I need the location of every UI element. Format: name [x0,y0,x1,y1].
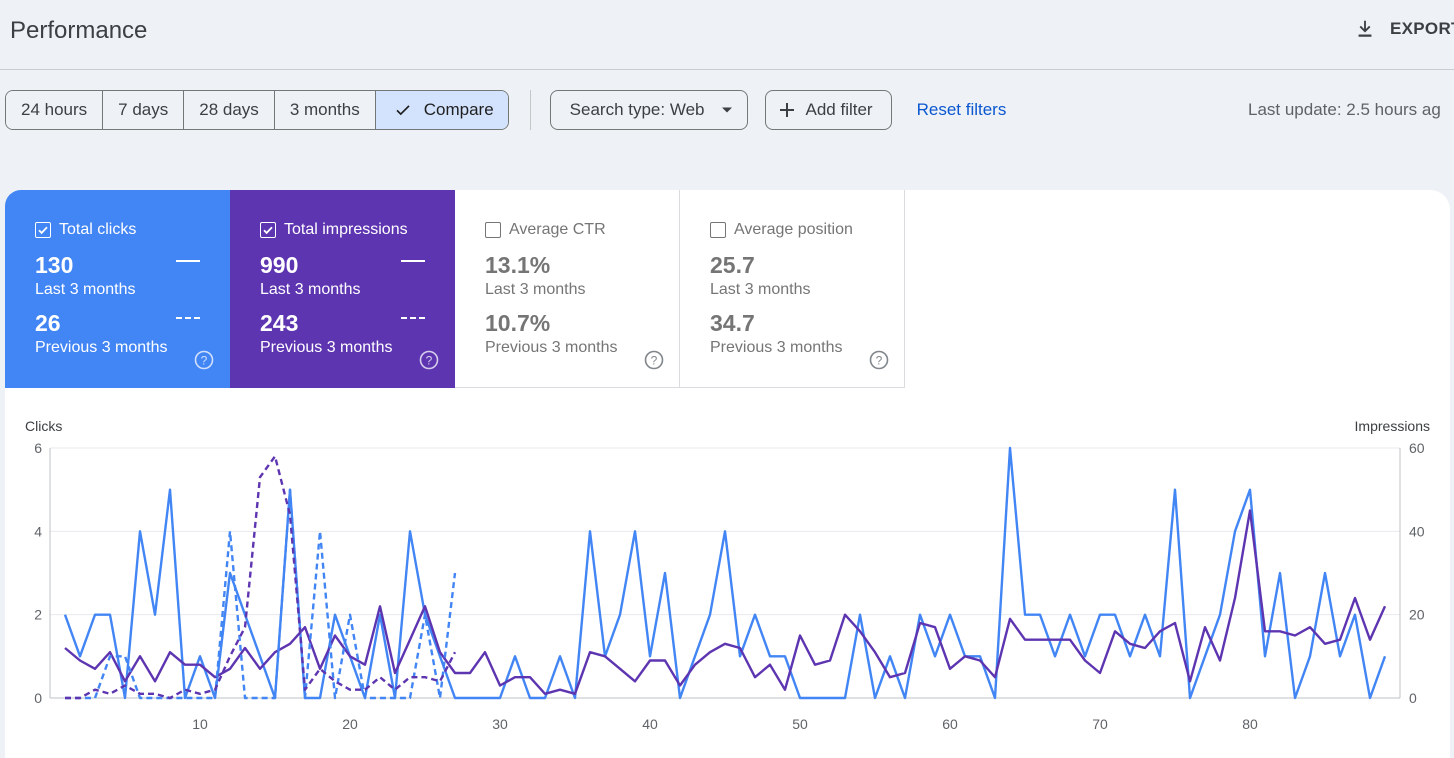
solid-line-legend [401,260,425,262]
x-tick-label: 50 [792,716,808,732]
compare-label: Compare [423,100,494,119]
metric-current-period: Last 3 months [710,281,811,298]
x-tick-label: 10 [192,716,208,732]
plus-icon [778,101,796,119]
y-left-tick-label: 4 [34,523,42,539]
metric-tabs: Total clicks 130 Last 3 months 26 Previo… [5,190,905,388]
y-right-tick-label: 20 [1409,607,1425,623]
x-tick-label: 70 [1092,716,1108,732]
metric-previous-value: 10.7% [485,310,551,336]
metric-current-value: 13.1% [485,252,551,278]
dashed-line-legend [401,317,425,319]
search-type-dropdown[interactable]: Search type: Web [549,90,748,130]
metric-current-value: 25.7 [710,252,755,278]
filter-toolbar: 24 hours 7 days 28 days 3 months Compare… [5,90,1006,130]
metric-previous-value: 243 [260,310,299,336]
metric-average-position[interactable]: Average position 25.7 Last 3 months 34.7… [680,190,905,388]
svg-text:?: ? [876,354,883,368]
performance-card: 0 2 4 6 0 20 40 60 Clicks Impressions 10 20 30 40 50 60… [5,190,1450,758]
metric-current-period: Last 3 months [260,281,361,298]
date-range-selector: 24 hours 7 days 28 days 3 months Compare [5,90,509,130]
page-title: Performance [10,17,148,44]
help-icon[interactable]: ? [419,350,439,370]
metric-previous-period: Previous 3 months [710,339,843,356]
export-label: EXPORT [1390,19,1454,38]
help-icon[interactable]: ? [644,350,664,370]
metric-previous-period: Previous 3 months [35,339,168,356]
range-7-days-button[interactable]: 7 days [103,91,185,129]
compare-button[interactable]: Compare [375,91,508,129]
metric-current-value: 130 [35,252,74,278]
x-tick-label: 20 [342,716,358,732]
series-line-impressions [64,509,1387,695]
search-type-label: Search type: Web [569,100,705,119]
series-line-clicks-previous [65,488,457,700]
metric-previous-value: 34.7 [710,310,755,336]
export-button[interactable]: EXPORT [1354,18,1454,40]
y-left-tick-label: 2 [34,607,42,623]
series-line-clicks [63,446,1387,700]
metric-previous-period: Previous 3 months [485,339,618,356]
range-24-hours-button[interactable]: 24 hours [6,91,104,129]
y-left-tick-label: 6 [34,440,42,456]
help-icon[interactable]: ? [869,350,889,370]
metric-label: Total clicks [59,221,137,238]
help-icon[interactable]: ? [194,350,214,370]
add-filter-button[interactable]: Add filter [764,90,892,130]
metric-current-period: Last 3 months [35,281,136,298]
metric-label: Total impressions [284,221,408,238]
metric-previous-value: 26 [35,310,61,336]
caret-down-icon [721,106,733,114]
series-line-impressions-previous [65,455,457,700]
toolbar-divider [529,90,531,130]
metric-previous-period: Previous 3 months [260,339,393,356]
x-tick-label: 40 [642,716,658,732]
svg-text:?: ? [426,354,433,368]
solid-line-legend [176,260,200,262]
y-right-tick-label: 40 [1409,523,1425,539]
checkbox-unchecked-icon[interactable] [710,222,726,238]
page-header: Performance EXPORT [0,0,1454,70]
reset-filters-link[interactable]: Reset filters [916,100,1007,119]
y-right-axis-label: Impressions [1355,418,1430,434]
x-tick-label: 60 [942,716,958,732]
checkbox-checked-icon[interactable] [35,222,51,238]
svg-text:?: ? [651,354,658,368]
metric-current-value: 990 [260,252,299,278]
add-filter-label: Add filter [805,100,873,119]
svg-text:?: ? [201,354,208,368]
metric-total-clicks[interactable]: Total clicks 130 Last 3 months 26 Previo… [5,190,230,388]
x-tick-label: 30 [492,716,508,732]
checkbox-checked-icon[interactable] [260,222,276,238]
y-right-tick-label: 60 [1409,440,1425,456]
metric-total-impressions[interactable]: Total impressions 990 Last 3 months 243 … [230,190,455,388]
y-left-axis-label: Clicks [25,418,62,434]
metric-label: Average position [734,221,853,238]
checkbox-unchecked-icon[interactable] [485,222,501,238]
y-left-tick-label: 0 [34,690,42,706]
dashed-line-legend [176,317,200,319]
download-icon [1354,18,1376,40]
checkmark-icon [394,101,412,119]
range-28-days-button[interactable]: 28 days [184,91,275,129]
metric-current-period: Last 3 months [485,281,586,298]
range-3-months-button[interactable]: 3 months [274,91,376,129]
x-tick-label: 80 [1242,716,1258,732]
last-update-text: Last update: 2.5 hours ag [1248,100,1441,119]
y-right-tick-label: 0 [1409,690,1417,706]
metric-average-ctr[interactable]: Average CTR 13.1% Last 3 months 10.7% Pr… [455,190,680,388]
metric-label: Average CTR [509,221,606,238]
